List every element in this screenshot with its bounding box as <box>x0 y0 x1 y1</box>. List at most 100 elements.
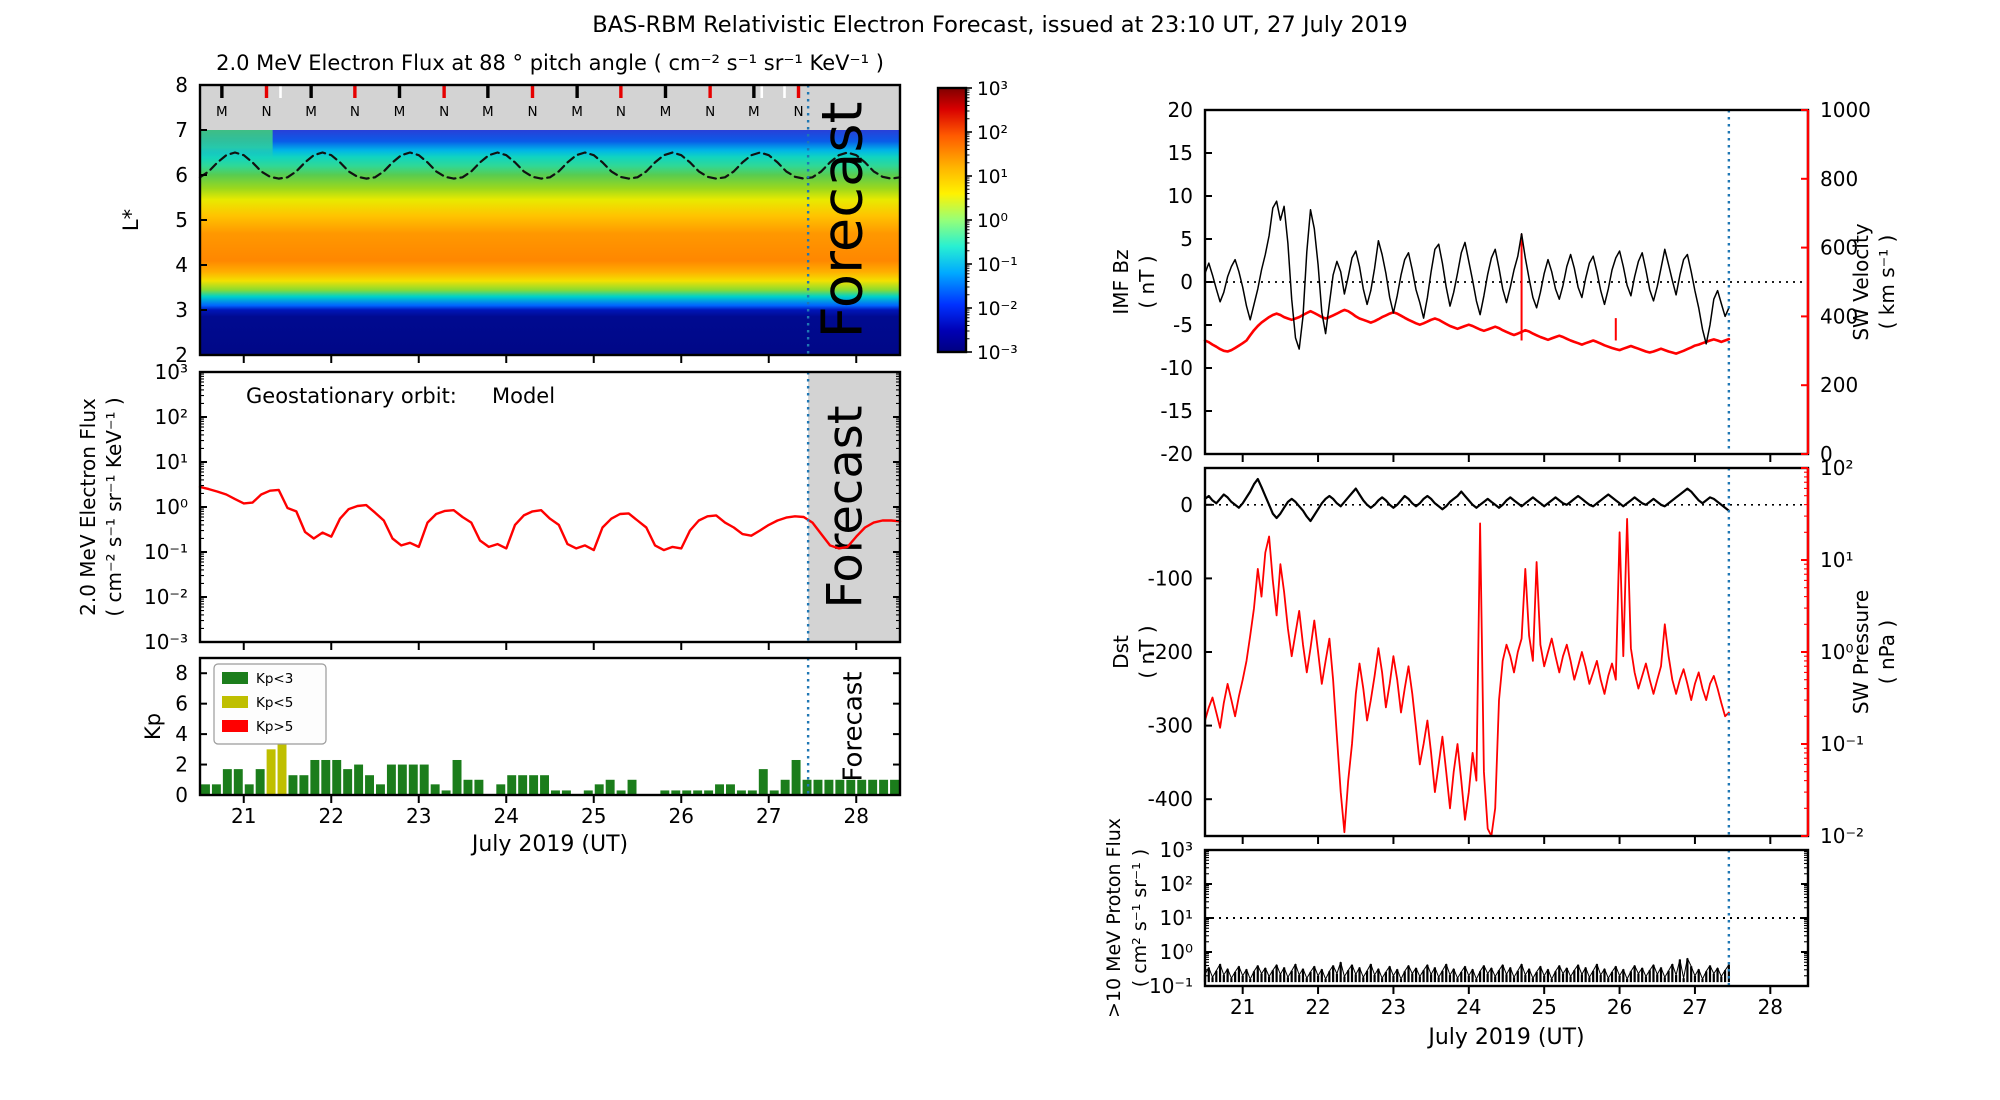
dst-border <box>1203 466 1810 838</box>
mn-label: M <box>482 104 494 120</box>
kp-bar <box>802 779 812 795</box>
mn-label: M <box>216 104 228 120</box>
mn-label: M <box>748 104 760 120</box>
imf-ylabel: IMF Bz <box>1109 249 1133 314</box>
x-tick-label: 24 <box>494 804 519 828</box>
y-tick-label: 8 <box>175 73 188 97</box>
kp-bar <box>561 790 571 795</box>
early-flux-patch <box>200 130 273 160</box>
kp-bar <box>594 784 604 795</box>
kp-bar <box>879 779 889 795</box>
mn-label: N <box>439 104 449 120</box>
kp-bar <box>616 790 626 795</box>
colorbar-gradient <box>938 88 966 352</box>
pressure-tick-label: 10⁻² <box>1820 824 1864 848</box>
mn-label: N <box>616 104 626 120</box>
y-tick-label: 5 <box>1180 227 1193 251</box>
kp-bar <box>627 779 637 795</box>
x-tick-label: 21 <box>1230 995 1255 1019</box>
sw-velocity-line <box>1203 308 1731 355</box>
kp-bar <box>813 779 823 795</box>
spectrogram-ylabel: L* <box>119 209 143 231</box>
mn-label: M <box>660 104 672 120</box>
forecast-shaded-region <box>808 372 900 642</box>
kp-bar <box>452 759 462 795</box>
x-tick-label: 26 <box>1607 995 1632 1019</box>
x-tick-label: 28 <box>844 804 869 828</box>
x-tick-label: 23 <box>406 804 431 828</box>
kp-legend: Kp<3 Kp<5 Kp>5 <box>213 663 327 745</box>
mn-label: N <box>527 104 537 120</box>
colorbar-tick-label: 10⁻³ <box>977 343 1018 364</box>
kp-bar <box>507 775 517 795</box>
kp-bar <box>376 784 385 795</box>
x-axis-label: July 2019 (UT) <box>1426 1025 1584 1050</box>
y-tick-label: -100 <box>1148 566 1193 590</box>
orbit-annotation: Geostationary orbit: <box>246 384 457 408</box>
mn-label: N <box>705 104 715 120</box>
y-tick-label: 5 <box>175 208 188 232</box>
y-tick-label: 10⁰ <box>155 495 188 519</box>
velocity-ylabel: SW Velocity <box>1849 223 1873 340</box>
y-tick-label: 10⁰ <box>1160 940 1193 964</box>
velocity-tick-label: 400 <box>1820 304 1858 328</box>
imf-ylabel: ( nT ) <box>1135 255 1159 308</box>
pressure-tick-label: 10¹ <box>1820 548 1853 572</box>
kp-bar <box>660 790 670 795</box>
proton-ylabel: >10 MeV Proton Flux <box>1103 818 1125 1018</box>
x-tick-label: 28 <box>1758 995 1783 1019</box>
x-tick-label: 23 <box>1381 995 1406 1019</box>
figure-title: BAS-RBM Relativistic Electron Forecast, … <box>592 12 1408 38</box>
kp-bar <box>233 769 243 795</box>
velocity-tick-label: 800 <box>1820 167 1858 191</box>
y-tick-label: 10⁻² <box>144 585 188 609</box>
y-tick-label: 15 <box>1168 141 1193 165</box>
mn-label: N <box>793 104 803 120</box>
pressure-tick-label: 10⁰ <box>1820 640 1853 664</box>
forecast-watermark: Forecast <box>811 102 876 339</box>
dst-line <box>1203 477 1731 523</box>
kp-bar <box>441 790 451 795</box>
kp-bar <box>780 779 790 795</box>
mn-label: M <box>571 104 583 120</box>
legend-swatch <box>222 672 248 684</box>
kp-bar <box>266 749 276 795</box>
y-tick-label: 8 <box>175 661 188 685</box>
kp-bar <box>704 790 714 795</box>
y-tick-label: 10⁻¹ <box>1149 974 1193 998</box>
mn-label: N <box>261 104 271 120</box>
kp-bar <box>321 759 331 795</box>
model-annotation: Model <box>492 384 555 408</box>
kp-bar <box>408 764 418 795</box>
kp-bar <box>354 764 364 795</box>
pressure-ylabel: SW Pressure <box>1849 590 1873 714</box>
kp-bar <box>211 784 221 795</box>
legend-swatch <box>222 696 248 708</box>
proton-panel: 10³ 10² 10¹ 10⁰ 10⁻¹ 21 22 23 24 25 26 27 28 July 201… <box>1103 818 1810 1050</box>
flux-heatmap <box>200 130 900 355</box>
y-tick-label: -5 <box>1173 313 1193 337</box>
kp-bar <box>397 764 407 795</box>
kp-border <box>198 656 902 797</box>
sw-pressure-line <box>1204 518 1730 837</box>
kp-bar <box>868 779 878 795</box>
velocity-tick-label: 0 <box>1820 442 1833 466</box>
kp-bar <box>419 764 429 795</box>
colorbar-tick-label: 10¹ <box>977 167 1008 188</box>
x-tick-label: 21 <box>231 804 256 828</box>
kp-bar <box>244 784 254 795</box>
kp-bar <box>277 738 287 795</box>
colorbar-tick-label: 10³ <box>977 79 1008 100</box>
forecast-watermark: Forecast <box>818 405 874 608</box>
kp-bar <box>255 769 265 795</box>
x-tick-label: 24 <box>1456 995 1481 1019</box>
geo-flux-border <box>198 370 902 644</box>
colorbar: 10³ 10² 10¹ 10⁰ 10⁻¹ 10⁻² 10⁻³ <box>936 79 1018 364</box>
model-flux-line <box>198 485 902 552</box>
mn-label: N <box>350 104 360 120</box>
kp-bar <box>736 790 746 795</box>
geo-flux-ylabel: ( cm⁻² s⁻¹ sr⁻¹ KeV⁻¹ ) <box>102 397 126 616</box>
